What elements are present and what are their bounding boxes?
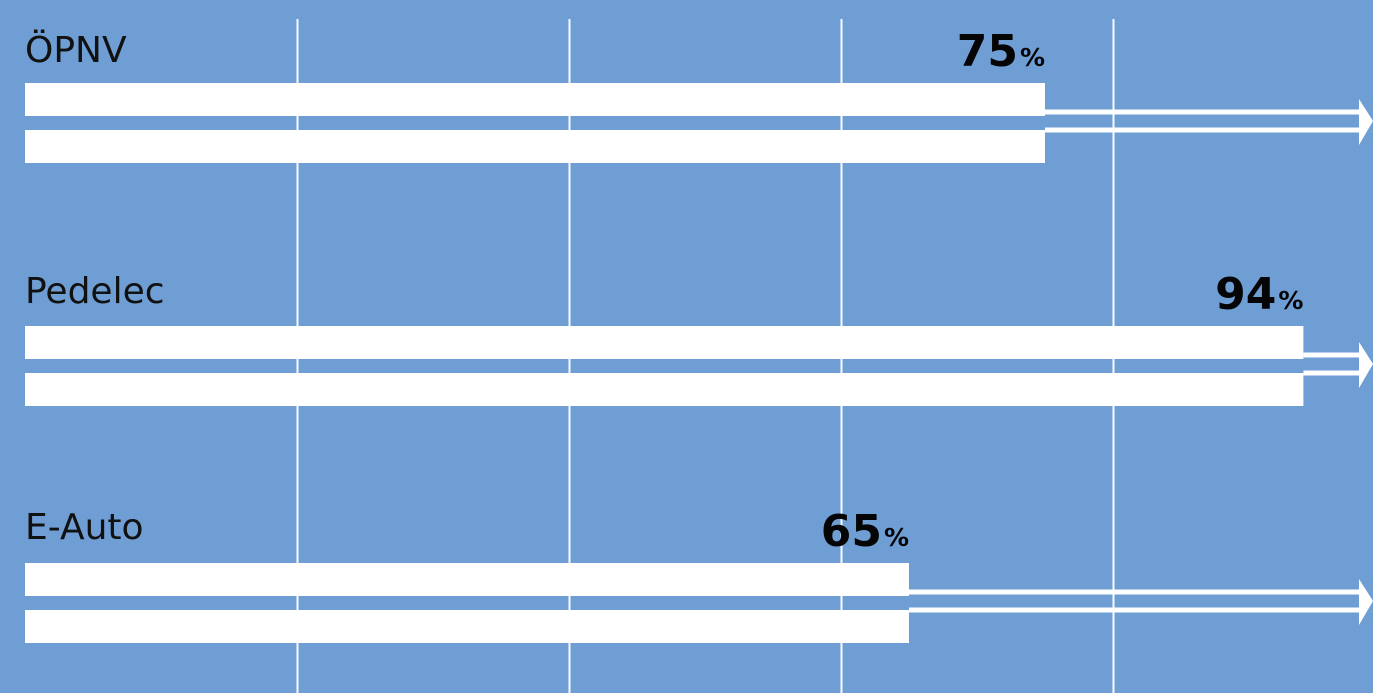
category-label-1: ÖPNV xyxy=(25,29,127,71)
labels-layer: ÖPNV 75% Pedelec 94% E-Auto 65% xyxy=(25,26,1303,557)
value-unit-3: % xyxy=(884,523,909,552)
value-number-1: 75 xyxy=(957,26,1018,77)
category-label-3: E-Auto xyxy=(25,507,144,548)
bar-2-lower xyxy=(25,373,1304,406)
value-number-3: 65 xyxy=(821,506,882,557)
bars-layer xyxy=(25,83,1373,643)
value-unit-1: % xyxy=(1020,43,1045,72)
bar-1-lower xyxy=(25,130,1045,163)
bar-1-upper xyxy=(25,83,1045,116)
bar-3-lower xyxy=(25,610,909,643)
arrow-head-1 xyxy=(1359,99,1373,145)
value-unit-2: % xyxy=(1278,286,1303,315)
value-label-2: 94% xyxy=(1215,269,1303,320)
bar-3-upper xyxy=(25,563,909,596)
value-label-1: 75% xyxy=(957,26,1045,77)
value-label-3: 65% xyxy=(821,506,909,557)
category-label-2: Pedelec xyxy=(25,271,165,312)
value-number-2: 94 xyxy=(1215,269,1276,320)
arrow-head-3 xyxy=(1359,579,1373,625)
bar-2-upper xyxy=(25,326,1304,359)
arrow-head-2 xyxy=(1359,342,1373,388)
